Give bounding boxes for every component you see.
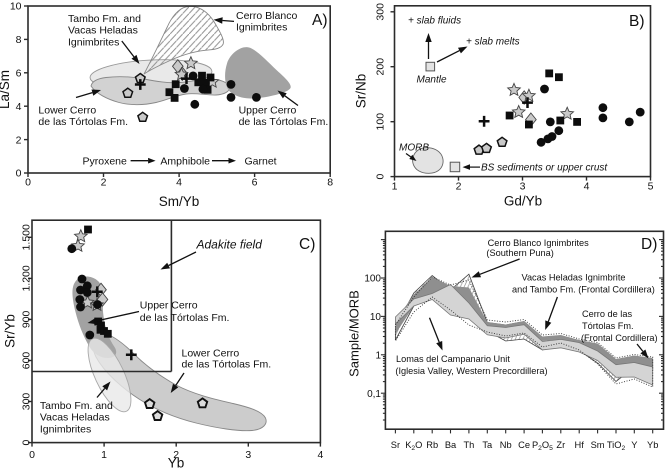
svg-text:P2O5: P2O5	[532, 440, 553, 452]
svg-text:K2O: K2O	[405, 440, 422, 452]
svg-text:de las Tórtolas Fm.: de las Tórtolas Fm.	[38, 116, 128, 128]
svg-text:+ slab fluids: + slab fluids	[408, 15, 461, 26]
svg-text:Yb: Yb	[647, 440, 658, 450]
svg-text:Sm/Yb: Sm/Yb	[159, 194, 200, 209]
svg-text:2: 2	[16, 134, 22, 146]
svg-text:La/Sm: La/Sm	[0, 70, 12, 109]
svg-text:6: 6	[252, 177, 258, 189]
svg-text:Upper Cerro: Upper Cerro	[140, 300, 198, 312]
svg-text:6: 6	[16, 68, 22, 80]
svg-text:Adakite field: Adakite field	[196, 238, 263, 252]
svg-text:0: 0	[375, 174, 387, 180]
svg-text:Garnet: Garnet	[245, 155, 277, 167]
svg-text:Rb: Rb	[426, 440, 438, 450]
svg-text:BS sediments or upper crust: BS sediments or upper crust	[481, 163, 608, 174]
svg-text:Ignimbrites: Ignimbrites	[68, 36, 119, 48]
svg-text:0: 0	[29, 449, 35, 461]
svg-text:10: 10	[10, 1, 22, 13]
svg-text:MORB: MORB	[399, 143, 429, 154]
svg-text:Mantle: Mantle	[417, 75, 447, 86]
svg-text:Sample/MORB: Sample/MORB	[347, 290, 362, 377]
svg-text:Nb: Nb	[500, 440, 512, 450]
svg-text:1: 1	[101, 449, 107, 461]
svg-text:Zr: Zr	[556, 440, 565, 450]
svg-text:de las Tórtolas Fm.: de las Tórtolas Fm.	[182, 359, 272, 371]
svg-text:Sr/Yb: Sr/Yb	[3, 314, 18, 348]
svg-text:Vacas Heladas: Vacas Heladas	[40, 412, 110, 424]
svg-text:4: 4	[16, 101, 22, 113]
svg-text:5: 5	[648, 181, 654, 193]
svg-text:10: 10	[370, 312, 382, 323]
svg-text:2: 2	[456, 181, 462, 193]
svg-text:Vacas Heladas: Vacas Heladas	[68, 25, 138, 37]
svg-text:Gd/Yb: Gd/Yb	[504, 194, 542, 209]
svg-text:600: 600	[21, 352, 33, 370]
svg-text:Vacas Heladas Ignimbrite: Vacas Heladas Ignimbrite	[522, 273, 626, 283]
svg-text:+ slab melts: + slab melts	[466, 36, 520, 47]
svg-text:and Tambo Fm. (Frontal Cordill: and Tambo Fm. (Frontal Cordillera)	[512, 285, 655, 295]
svg-text:D): D)	[641, 236, 657, 253]
svg-text:B): B)	[629, 13, 645, 30]
svg-text:Ta: Ta	[482, 440, 493, 450]
svg-text:300: 300	[21, 393, 33, 411]
svg-text:1.200: 1.200	[21, 265, 33, 291]
svg-text:0: 0	[25, 177, 31, 189]
svg-text:Cerro Blanco Ignimbrites: Cerro Blanco Ignimbrites	[488, 238, 590, 248]
svg-text:(Frontal Cordillera): (Frontal Cordillera)	[581, 333, 658, 343]
svg-text:1: 1	[375, 350, 381, 361]
svg-text:Upper Cerro: Upper Cerro	[239, 105, 297, 117]
svg-text:Yb: Yb	[168, 456, 185, 471]
svg-text:2: 2	[101, 177, 107, 189]
svg-text:Y: Y	[631, 440, 637, 450]
svg-text:(Southern Puna): (Southern Puna)	[486, 248, 553, 258]
svg-text:Sm: Sm	[591, 440, 605, 450]
svg-text:Cerro Blanco: Cerro Blanco	[236, 10, 297, 22]
svg-text:(Iglesia Valley, Western Preco: (Iglesia Valley, Western Precordillera)	[395, 366, 547, 376]
svg-text:300: 300	[375, 3, 387, 21]
svg-text:de las Tórtolas Fm.: de las Tórtolas Fm.	[140, 312, 230, 324]
svg-text:Sr: Sr	[391, 440, 400, 450]
svg-text:Ignimbrites: Ignimbrites	[40, 423, 91, 435]
svg-text:Sr/Nb: Sr/Nb	[354, 74, 369, 109]
svg-text:200: 200	[375, 58, 387, 76]
svg-text:Amphibole: Amphibole	[160, 155, 210, 167]
svg-text:2: 2	[173, 449, 179, 461]
svg-text:Ignimbrites: Ignimbrites	[236, 22, 287, 34]
svg-text:3: 3	[520, 181, 526, 193]
svg-text:Th: Th	[463, 440, 474, 450]
svg-text:Tambo Fm. and: Tambo Fm. and	[40, 400, 113, 412]
svg-text:0: 0	[16, 168, 22, 180]
svg-text:3: 3	[245, 449, 251, 461]
svg-text:0,1: 0,1	[367, 389, 381, 400]
svg-text:Lower Cerro: Lower Cerro	[38, 105, 96, 117]
svg-text:Ce: Ce	[518, 440, 530, 450]
svg-text:Lower Cerro: Lower Cerro	[182, 348, 240, 360]
svg-text:100: 100	[364, 274, 381, 285]
svg-text:TiO2: TiO2	[607, 440, 626, 452]
svg-text:Cerro de las: Cerro de las	[582, 309, 632, 319]
svg-text:4: 4	[584, 181, 590, 193]
svg-text:4: 4	[176, 177, 182, 189]
svg-text:8: 8	[16, 34, 22, 46]
svg-text:Tórtolas Fm.: Tórtolas Fm.	[582, 321, 634, 331]
svg-text:Lomas del Campanario Unit: Lomas del Campanario Unit	[396, 354, 510, 364]
svg-text:4: 4	[317, 449, 323, 461]
svg-text:100: 100	[375, 113, 387, 131]
svg-text:Ba: Ba	[445, 440, 457, 450]
svg-text:8: 8	[327, 177, 333, 189]
svg-text:900: 900	[21, 310, 33, 328]
svg-text:Hf: Hf	[575, 440, 585, 450]
svg-text:1.500: 1.500	[21, 224, 33, 250]
svg-text:Pyroxene: Pyroxene	[83, 155, 128, 167]
svg-text:Tambo Fm. and: Tambo Fm. and	[68, 13, 141, 25]
svg-text:1: 1	[392, 181, 398, 193]
svg-text:0: 0	[21, 440, 33, 446]
svg-text:de las Tórtolas Fm.: de las Tórtolas Fm.	[239, 116, 329, 128]
svg-text:C): C)	[299, 236, 315, 253]
svg-text:A): A)	[312, 12, 328, 29]
